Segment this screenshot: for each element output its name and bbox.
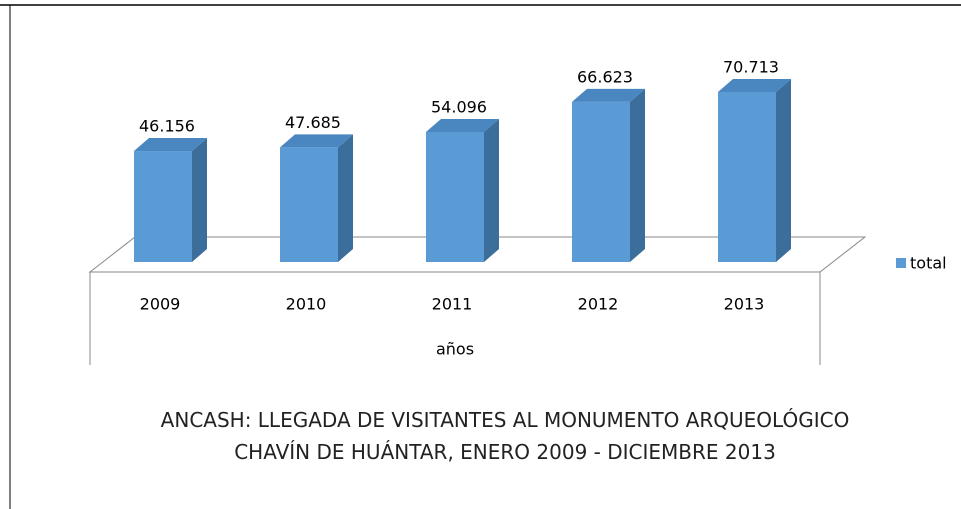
bar: [280, 147, 338, 262]
bar-top: [280, 134, 353, 148]
bar-top: [718, 79, 791, 92]
x-tick-label: 2009: [140, 295, 181, 314]
chart-title: ANCASH: LLEGADA DE VISITANTES AL MONUMEN…: [160, 408, 850, 464]
x-axis-label: años: [436, 340, 474, 359]
bar: [718, 92, 776, 262]
bar-side: [776, 79, 791, 262]
value-label: 66.623: [577, 67, 633, 86]
value-label: 46.156: [139, 117, 195, 136]
bar-side: [192, 138, 207, 262]
bar: [134, 151, 192, 262]
value-label: 54.096: [431, 97, 487, 116]
bar-top: [426, 118, 499, 132]
legend-swatch: [896, 258, 906, 268]
bar-side: [484, 118, 499, 262]
legend-label: total: [910, 254, 947, 273]
value-label: 70.713: [723, 58, 779, 77]
bar-top: [134, 138, 207, 152]
x-tick-label: 2010: [286, 295, 327, 314]
bar: [426, 131, 484, 262]
x-tick-label: 2011: [432, 295, 473, 314]
x-tick-label: 2012: [578, 295, 619, 314]
bar-side: [338, 134, 353, 262]
bar: [572, 101, 630, 262]
bar-side: [630, 88, 645, 262]
value-label: 47.685: [285, 113, 341, 132]
bar-top: [572, 88, 645, 102]
x-tick-label: 2013: [724, 295, 765, 314]
